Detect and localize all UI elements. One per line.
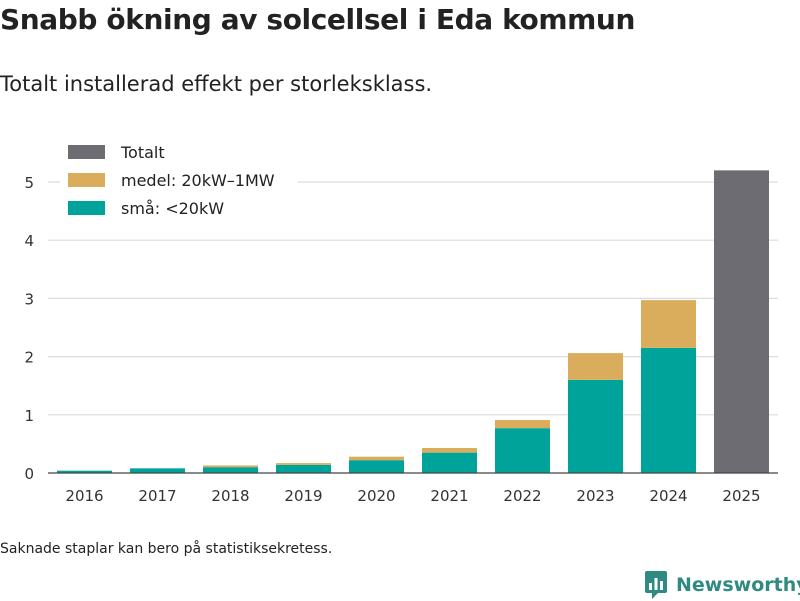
legend: Totalt medel: 20kW–1MW små: <20kW [60, 138, 298, 224]
x-tick-label: 2023 [576, 487, 614, 505]
bar-2023-medel [568, 353, 623, 380]
chart-subtitle: Totalt installerad effekt per storlekskl… [0, 72, 433, 96]
legend-label: Totalt [120, 143, 165, 162]
bar-2019-medel [276, 463, 331, 465]
y-tick-label: 4 [24, 232, 34, 250]
brand-name: Newsworthy [676, 574, 800, 596]
brand-logo[interactable]: Newsworthy [644, 569, 800, 601]
x-tick-labels: 2016 2017 2018 2019 2020 2021 2022 2023 2024 2025 [65, 487, 760, 505]
bar-2024-medel [641, 300, 696, 348]
y-tick-label: 0 [24, 465, 34, 483]
bar-2023-sma [568, 379, 623, 473]
x-tick-label: 2018 [211, 487, 249, 505]
legend-label: medel: 20kW–1MW [121, 171, 275, 190]
y-tick-labels: 0 1 2 3 4 5 [24, 174, 34, 483]
x-tick-label: 2017 [138, 487, 176, 505]
x-tick-label: 2021 [430, 487, 468, 505]
legend-swatch [68, 145, 105, 159]
bar-2022-sma [495, 428, 550, 473]
bars [57, 170, 769, 474]
bar-2020-sma [349, 460, 404, 473]
x-tick-label: 2022 [503, 487, 541, 505]
x-tick-label: 2020 [357, 487, 395, 505]
bar-2025-totalt [714, 170, 769, 474]
chart-title: Snabb ökning av solcellsel i Eda kommun [0, 3, 636, 36]
x-tick-label: 2025 [722, 487, 760, 505]
x-tick-label: 2016 [65, 487, 103, 505]
bar-2021-sma [422, 452, 477, 473]
x-tick-label: 2019 [284, 487, 322, 505]
bar-2024-sma [641, 347, 696, 473]
newsworthy-logo-icon [645, 571, 667, 599]
legend-swatch [68, 201, 105, 215]
y-tick-label: 3 [24, 290, 34, 308]
bar-2017-sma [130, 468, 185, 473]
bar-2016-sma [57, 470, 112, 473]
y-tick-label: 2 [24, 349, 34, 367]
bar-2021-medel [422, 447, 477, 453]
footnote: Saknade staplar kan bero på statistiksek… [0, 541, 333, 557]
legend-swatch [68, 173, 105, 187]
bar-2020-medel [349, 456, 404, 461]
bar-2022-medel [495, 420, 550, 429]
bar-2018-sma [203, 467, 258, 473]
y-tick-label: 1 [24, 407, 34, 425]
y-tick-label: 5 [24, 174, 34, 192]
legend-label: små: <20kW [121, 199, 224, 218]
bar-2019-sma [276, 464, 331, 473]
x-tick-label: 2024 [649, 487, 687, 505]
bar-2018-medel [203, 465, 258, 468]
